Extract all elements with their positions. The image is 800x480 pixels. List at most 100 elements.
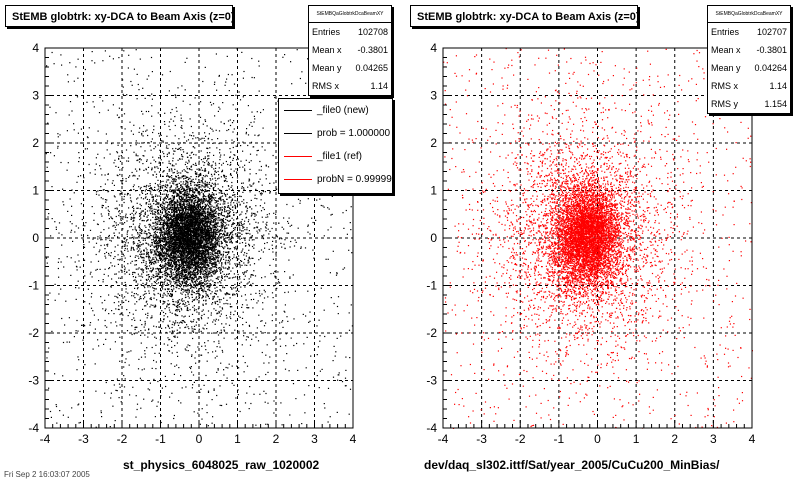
- data-point: [148, 185, 150, 187]
- data-point: [345, 369, 347, 371]
- data-point: [154, 240, 156, 242]
- data-point: [53, 63, 55, 65]
- data-point: [198, 291, 200, 293]
- data-point: [248, 408, 250, 410]
- data-point: [172, 160, 174, 162]
- data-point: [153, 276, 155, 279]
- data-point: [282, 326, 284, 328]
- data-point: [248, 325, 251, 327]
- data-point: [232, 223, 234, 225]
- data-point: [251, 76, 253, 79]
- data-point: [213, 251, 215, 253]
- data-point: [229, 248, 232, 250]
- data-point: [121, 251, 123, 253]
- data-point: [176, 195, 178, 197]
- data-point: [153, 290, 155, 292]
- data-point: [192, 270, 195, 272]
- data-point: [253, 247, 255, 249]
- data-point: [174, 206, 176, 209]
- data-point: [205, 281, 207, 283]
- data-point: [179, 259, 181, 261]
- data-point: [75, 330, 77, 332]
- data-point: [242, 230, 244, 232]
- data-point: [190, 214, 192, 216]
- data-point: [197, 412, 199, 414]
- data-point: [108, 234, 110, 237]
- data-point: [164, 230, 166, 232]
- data-point: [122, 79, 124, 81]
- data-point: [236, 286, 238, 288]
- data-point: [200, 174, 202, 176]
- data-point: [113, 302, 115, 304]
- data-point: [220, 276, 223, 278]
- data-point: [171, 164, 174, 166]
- data-point: [203, 231, 205, 233]
- data-point: [146, 271, 148, 273]
- data-point: [208, 205, 210, 207]
- data-point: [141, 324, 143, 326]
- data-point: [214, 302, 216, 304]
- data-point: [125, 299, 127, 301]
- data-point: [210, 235, 212, 237]
- data-point: [179, 310, 181, 313]
- data-point: [171, 189, 173, 191]
- data-point: [154, 242, 156, 244]
- data-point: [154, 226, 156, 228]
- data-point: [159, 242, 161, 244]
- data-point: [230, 286, 232, 288]
- data-point: [98, 251, 100, 253]
- data-point: [255, 221, 257, 223]
- data-point: [185, 180, 187, 182]
- data-point: [123, 366, 125, 368]
- data-point: [171, 392, 173, 394]
- data-point: [128, 269, 130, 271]
- data-point: [133, 207, 135, 210]
- data-point: [165, 216, 167, 218]
- data-point: [144, 185, 146, 187]
- data-point: [169, 295, 171, 297]
- data-point: [195, 137, 197, 139]
- data-point: [162, 284, 164, 286]
- data-point: [169, 281, 171, 283]
- data-point: [183, 223, 185, 225]
- data-point: [74, 231, 76, 233]
- data-point: [221, 206, 223, 208]
- data-point: [203, 280, 205, 282]
- data-point: [186, 243, 188, 245]
- data-point: [127, 192, 129, 195]
- data-point: [203, 276, 205, 278]
- data-point: [214, 226, 216, 228]
- data-point: [156, 279, 158, 281]
- data-point: [235, 168, 237, 170]
- data-point: [192, 241, 194, 243]
- data-point: [158, 135, 161, 137]
- data-point: [175, 261, 177, 263]
- data-point: [217, 222, 219, 224]
- data-point: [262, 109, 264, 111]
- data-point: [226, 193, 228, 195]
- data-point: [191, 354, 193, 356]
- data-point: [214, 243, 216, 245]
- data-point: [251, 338, 253, 340]
- data-point: [198, 331, 200, 333]
- data-point: [135, 281, 137, 283]
- data-point: [171, 275, 173, 277]
- data-point: [204, 233, 206, 235]
- data-point: [182, 156, 184, 158]
- data-point: [112, 180, 114, 182]
- data-point: [224, 246, 226, 248]
- data-point: [181, 320, 183, 322]
- data-point: [210, 221, 212, 223]
- data-point: [272, 339, 274, 342]
- data-point: [142, 256, 144, 258]
- data-point: [195, 275, 197, 277]
- data-point: [161, 185, 164, 187]
- data-point: [195, 238, 197, 240]
- data-point: [153, 262, 155, 265]
- data-point: [212, 142, 214, 144]
- data-point: [194, 248, 196, 250]
- data-point: [181, 315, 183, 317]
- data-point: [113, 162, 115, 164]
- data-point: [189, 261, 191, 263]
- data-point: [220, 221, 222, 223]
